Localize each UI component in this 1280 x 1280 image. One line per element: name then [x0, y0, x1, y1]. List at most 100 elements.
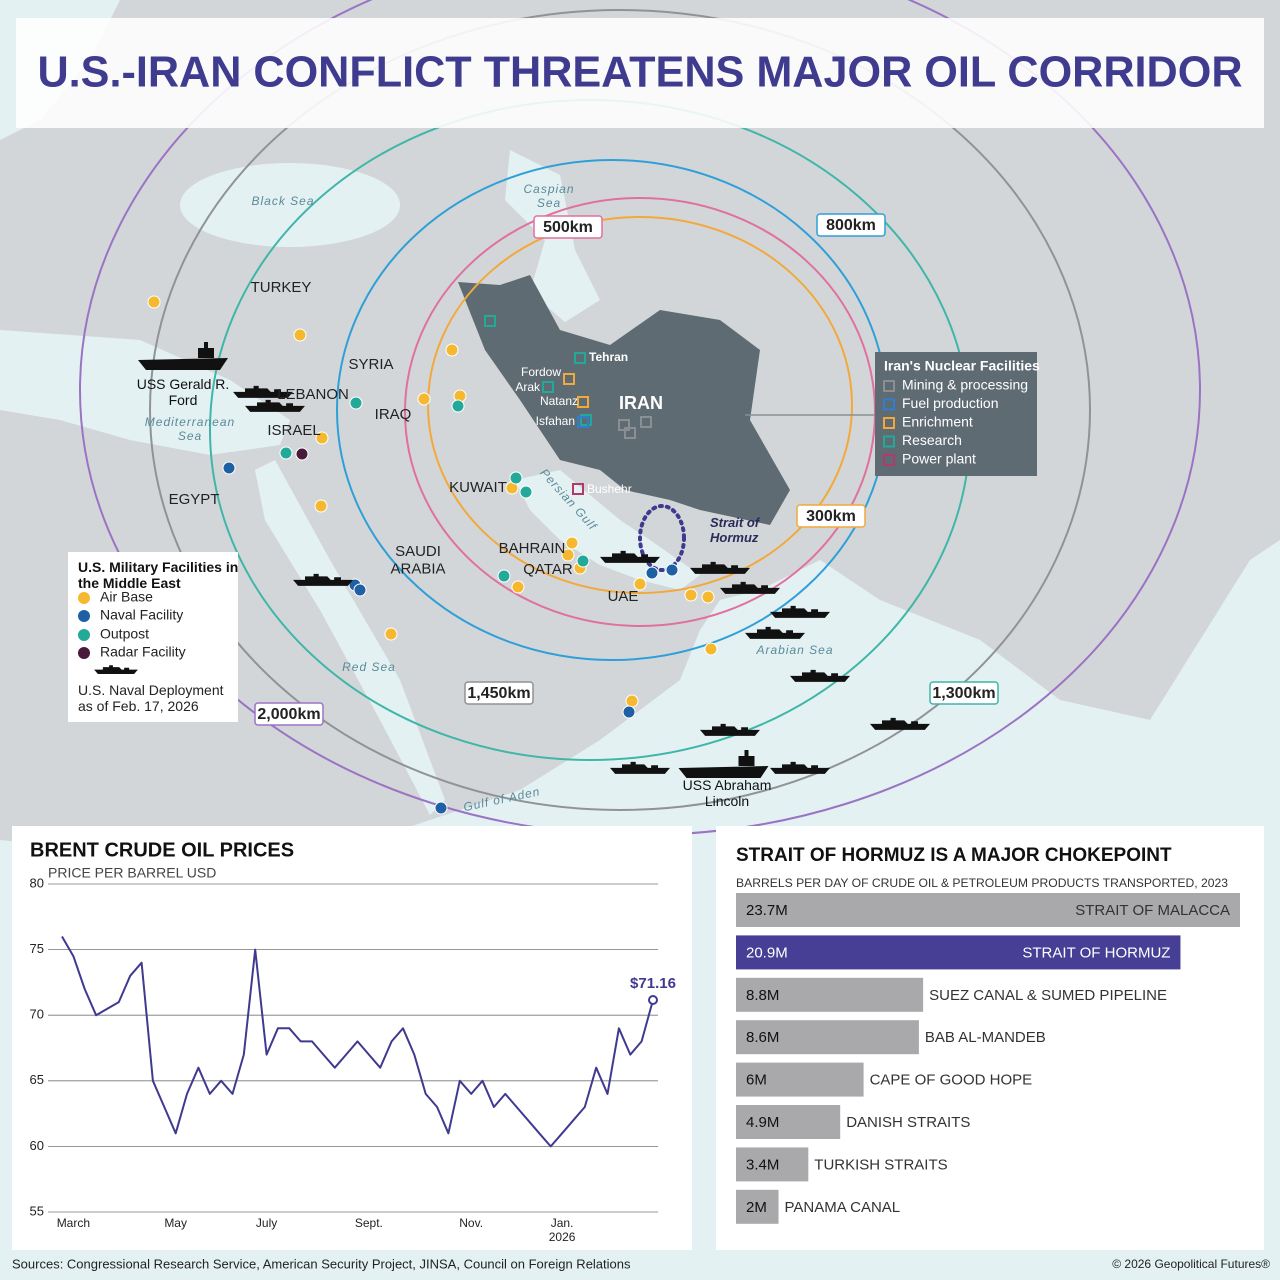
facility-dot: [633, 577, 647, 591]
legend-swatch: [883, 454, 895, 466]
legend-item: Fuel production: [902, 395, 999, 411]
legend-title: Iran's Nuclear Facilities: [884, 358, 1040, 374]
category-label: BAB AL-MANDEB: [925, 1029, 1046, 1046]
ring-label-box: [254, 702, 324, 726]
line-chart: BRENT CRUDE OIL PRICES PRICE PER BARREL …: [30, 839, 676, 1244]
ring-label: 300km: [806, 508, 856, 525]
y-tick-label: 60: [30, 1138, 44, 1153]
ring-label-box: [796, 504, 866, 528]
bar: [736, 935, 1181, 970]
value-label: 8.8M: [746, 987, 779, 1004]
value-label: 6M: [746, 1072, 767, 1089]
nuclear-site: [574, 352, 586, 364]
map-markers: [138, 295, 930, 815]
facility-dot: [293, 328, 307, 342]
facility-dot: [519, 485, 533, 499]
legend-swatch: [78, 647, 90, 659]
facility-dot: [417, 392, 431, 406]
facility-dot: [684, 588, 698, 602]
bar: [736, 1062, 864, 1097]
facility-dot: [295, 447, 309, 461]
line-panel: [12, 826, 692, 1250]
facility-dot: [349, 396, 363, 410]
x-tick-label: Nov.: [459, 1216, 483, 1230]
chart-subtitle: BARRELS PER DAY OF CRUDE OIL & PETROLEUM…: [736, 876, 1228, 890]
bar: [736, 1020, 919, 1055]
copyright: © 2026 Geopolitical Futures®: [1112, 1257, 1270, 1271]
nuclear-site-label: Fordow: [521, 365, 561, 379]
price-line: [61, 935, 654, 1148]
bar: [736, 893, 1240, 927]
legend-swatch: [883, 417, 895, 429]
facility-dot: [147, 295, 161, 309]
category-label: PANAMA CANAL: [785, 1199, 901, 1216]
legend-item: Enrichment: [902, 414, 973, 430]
category-label: DANISH STRAITS: [846, 1114, 970, 1131]
ring-label-box: [816, 213, 886, 237]
facility-dot: [434, 801, 448, 815]
bar: [736, 977, 924, 1012]
legend-title: U.S. Military Facilities in the Middle Ea…: [78, 559, 238, 591]
legend-swatch: [78, 629, 90, 641]
nuclear-site: [580, 414, 592, 426]
nuclear-site-label: Bushehr: [587, 482, 632, 496]
category-label: STRAIT OF MALACCA: [1075, 902, 1230, 919]
sea-label: Red Sea: [342, 660, 396, 674]
facility-dot: [445, 343, 459, 357]
facility-dot: [222, 461, 236, 475]
y-axis-label: PRICE PER BARREL USD: [48, 865, 216, 881]
legend-item: Mining & processing: [902, 377, 1028, 393]
facility-dot: [451, 399, 465, 413]
country-label: SAUDI ARABIA: [390, 543, 445, 577]
bar: [736, 1147, 809, 1182]
sea-label: Black Sea: [251, 194, 314, 208]
sea-label: Mediterranean Sea: [145, 415, 235, 443]
sources: Sources: Congressional Research Service,…: [12, 1256, 631, 1271]
facility-dot: [561, 548, 575, 562]
chart-title: STRAIT OF HORMUZ IS A MAJOR CHOKEPOINT: [736, 845, 1172, 866]
ship-label: USS Gerald R. Ford: [137, 376, 230, 408]
nuclear-site: [563, 373, 575, 385]
legend-item: Outpost: [100, 626, 149, 642]
iran-shape: [458, 275, 790, 525]
y-tick-label: 65: [30, 1072, 44, 1087]
facility-dot: [704, 642, 718, 656]
category-label: CAPE OF GOOD HOPE: [870, 1072, 1033, 1089]
x-tick-label: Jan. 2026: [549, 1216, 576, 1244]
country-label: BAHRAIN: [499, 540, 566, 557]
value-label: 8.6M: [746, 1029, 779, 1046]
country-label: IRAN: [619, 393, 663, 413]
y-tick-label: 70: [30, 1007, 44, 1022]
value-label: 3.4M: [746, 1156, 779, 1173]
ring-label-box: [533, 215, 603, 239]
y-tick-label: 75: [30, 941, 44, 956]
facility-dot: [645, 566, 659, 580]
legend-swatch: [883, 380, 895, 392]
legend-item: Power plant: [902, 451, 976, 467]
nuclear-legend-box: [875, 352, 1037, 476]
country-label: QATAR: [523, 561, 573, 578]
facility-dot: [701, 590, 715, 604]
ship-label: USS Abraham Lincoln: [683, 777, 772, 809]
bar: [736, 1189, 779, 1224]
legend-swatch: [883, 398, 895, 411]
legend-item: Naval Facility: [100, 607, 183, 623]
ring-label: 1,450km: [467, 685, 530, 702]
legend-item: Research: [902, 432, 962, 448]
nuclear-site: [484, 315, 496, 327]
facility-dot: [565, 536, 579, 550]
ring-label: 1,300km: [932, 685, 995, 702]
x-tick-label: March: [57, 1216, 90, 1230]
x-tick-label: July: [256, 1216, 277, 1230]
value-label: 4.9M: [746, 1114, 779, 1131]
country-label: TURKEY: [251, 279, 312, 296]
country-label: UAE: [608, 588, 639, 605]
bar-chart: STRAIT OF HORMUZ IS A MAJOR CHOKEPOINT B…: [736, 845, 1240, 1224]
value-label: $71.16: [630, 975, 676, 992]
legend-item: Radar Facility: [100, 644, 186, 660]
legend-swatch: [78, 592, 90, 604]
value-label: 23.7M: [746, 902, 788, 919]
title: U.S.-IRAN CONFLICT THREATENS MAJOR OIL C…: [38, 48, 1243, 97]
country-label: KUWAIT: [449, 479, 507, 496]
